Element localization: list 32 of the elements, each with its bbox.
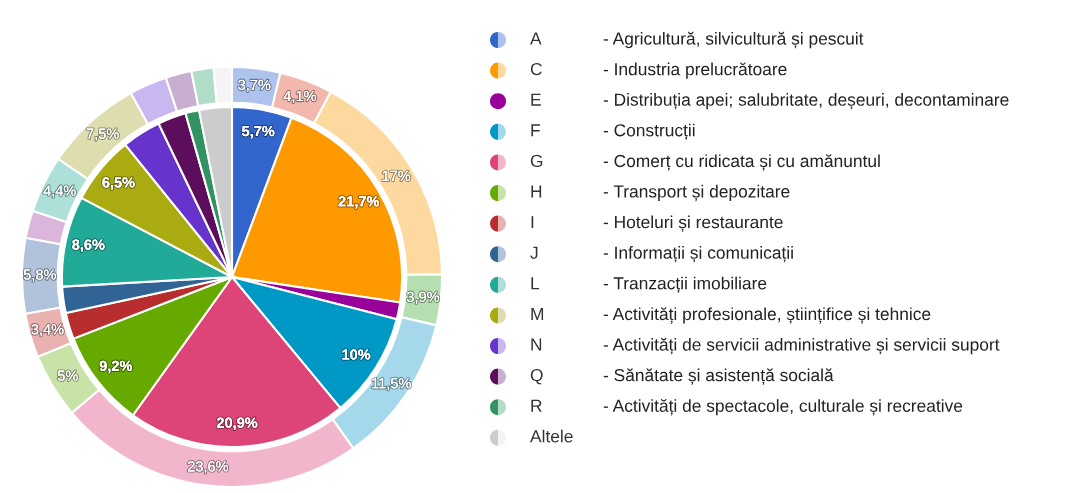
legend-label: Altele [530, 429, 573, 443]
data-label: 3,9% [406, 291, 440, 304]
category-label: L - Tranzacții imobiliare [531, 276, 767, 293]
category-label: E - Distribuția apei; salubritate, deșeuri, decontaminare [531, 93, 1009, 110]
data-label: 17% [382, 170, 411, 181]
data-label: 9,2% [99, 360, 133, 374]
data-label: 5,8% [23, 269, 56, 282]
data-label: 3,7% [238, 79, 271, 92]
category-label: M - Activități profesionale, științifice și tehnice [531, 307, 931, 324]
category-label: F - Construcții [531, 123, 695, 140]
category-label: H - Transport și depozitare [531, 184, 790, 202]
data-label: 21,7% [338, 196, 380, 209]
category-label: A - Agricultură, silvicultură și pescuit [530, 31, 864, 49]
category-label: N - Activități de servicii administrative și servicii suport [531, 337, 1000, 355]
data-label: 11,5% [372, 378, 411, 391]
data-label: 4,4% [43, 185, 76, 198]
category-label: Q - Sănătate și asistență socială [530, 368, 834, 385]
data-label: 5% [57, 370, 78, 381]
data-label: 5,7% [242, 125, 275, 139]
data-label: 20,9% [216, 417, 258, 430]
data-label: 23,6% [187, 461, 229, 474]
data-label: 4,1% [283, 90, 317, 103]
category-label: I - Hoteluri și restaurante [531, 215, 783, 232]
category-label: C - Industria prelucrătoare [530, 62, 787, 79]
data-label: 6,5% [102, 177, 135, 190]
data-label: 3,4% [31, 324, 64, 337]
data-label: 10% [342, 349, 371, 360]
category-label: G - Comerț cu ridicata și cu amănuntul [530, 154, 880, 171]
category-label: J - Informații și comunicații [530, 246, 793, 263]
category-label: R - Activități de spectacole, culturale și recreative [531, 398, 963, 416]
data-label: 8,6% [72, 239, 105, 252]
data-label: 7,5% [86, 128, 119, 141]
